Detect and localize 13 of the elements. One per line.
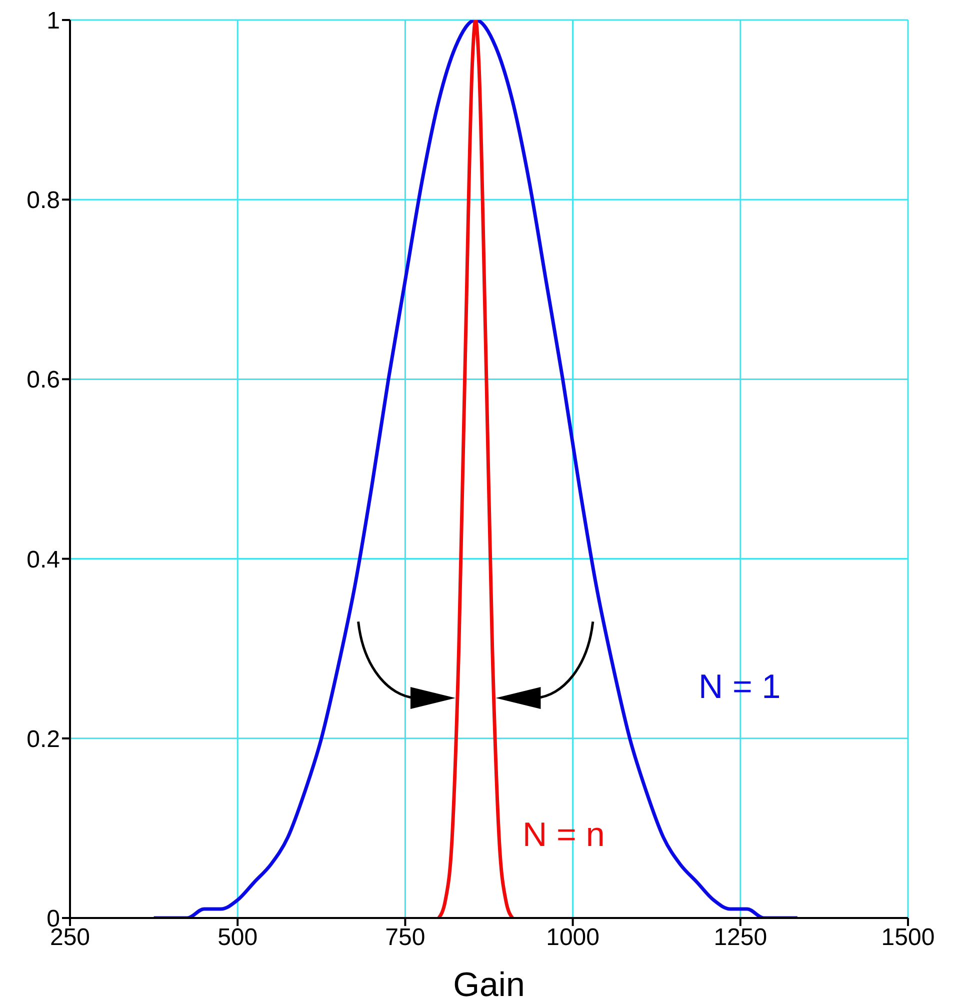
line-series: [152, 20, 800, 918]
x-tick-label: 1000: [546, 924, 600, 952]
x-axis-title: Gain: [453, 966, 525, 1000]
y-tick-label: 0.4: [26, 546, 60, 574]
y-tick-label: 1: [46, 8, 60, 35]
x-tick-label: 1250: [714, 924, 768, 952]
y-tick-label: 0.2: [26, 726, 60, 753]
y-tick-label: 0.8: [26, 187, 60, 214]
x-tick-label: 1500: [881, 924, 935, 952]
x-tick-label: 500: [218, 924, 258, 952]
x-tick-label: 750: [385, 924, 426, 952]
line-series: [436, 20, 514, 918]
y-tick-label: 0.6: [26, 366, 60, 394]
